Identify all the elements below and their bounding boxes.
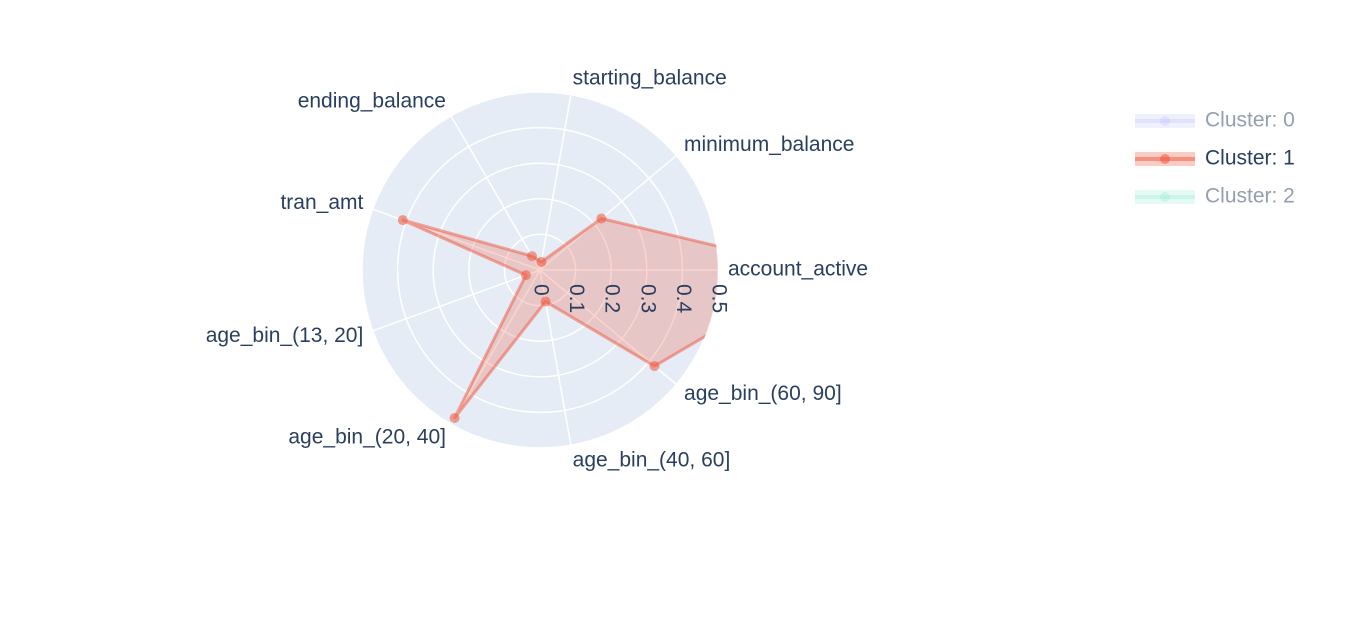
legend-label: Cluster: 2 <box>1205 185 1295 208</box>
legend-item[interactable]: Cluster: 0 <box>1135 109 1295 132</box>
r-tick-label: 0.2 <box>601 284 624 313</box>
r-tick-label: 0 <box>529 284 552 296</box>
angular-grid-line <box>372 269 541 332</box>
legend-swatch <box>1135 114 1195 128</box>
legend-marker <box>1160 154 1170 164</box>
traces <box>397 213 718 423</box>
legend-label: Cluster: 0 <box>1205 109 1295 132</box>
r-tick-label: 0.4 <box>672 284 695 314</box>
trace-marker <box>520 270 531 281</box>
r-tick-label: 0.1 <box>565 284 588 313</box>
trace-marker <box>540 296 551 307</box>
category-label: tran_amt <box>280 191 363 214</box>
legend-marker <box>1160 116 1170 126</box>
legend-item[interactable]: Cluster: 2 <box>1135 185 1295 208</box>
category-label: age_bin_(40, 60] <box>573 449 731 472</box>
legend-label: Cluster: 1 <box>1205 147 1295 170</box>
category-label: ending_balance <box>298 90 446 113</box>
r-tick-label: 0.3 <box>636 284 659 313</box>
category-label: age_bin_(13, 20] <box>206 324 364 347</box>
legend-swatch <box>1135 190 1195 204</box>
r-tick-label: 0.5 <box>707 284 730 313</box>
trace-marker <box>536 256 547 267</box>
legend-item[interactable]: Cluster: 1 <box>1135 147 1295 170</box>
trace-marker <box>449 412 460 423</box>
category-label: minimum_balance <box>684 133 854 156</box>
grid <box>361 91 719 449</box>
category-label: age_bin_(20, 40] <box>288 426 446 449</box>
trace-area <box>401 217 718 420</box>
trace-marker <box>649 361 660 372</box>
legend[interactable]: Cluster: 0 Cluster: 1 Cluster: 2 <box>1135 109 1295 208</box>
legend-marker <box>1160 192 1170 202</box>
angular-grid-line <box>450 115 541 271</box>
category-label: starting_balance <box>573 66 727 89</box>
angular-grid-line <box>539 155 677 271</box>
angular-grid-line <box>539 94 572 271</box>
labels: 0 0.1 0.2 0.3 0.4 0.5 account_active minimum_ba… <box>206 66 868 471</box>
trace-marker <box>526 251 537 262</box>
trace-marker <box>397 215 408 226</box>
category-label: age_bin_(60, 90] <box>684 382 842 405</box>
trace-marker <box>596 213 607 224</box>
category-label: account_active <box>728 258 868 281</box>
